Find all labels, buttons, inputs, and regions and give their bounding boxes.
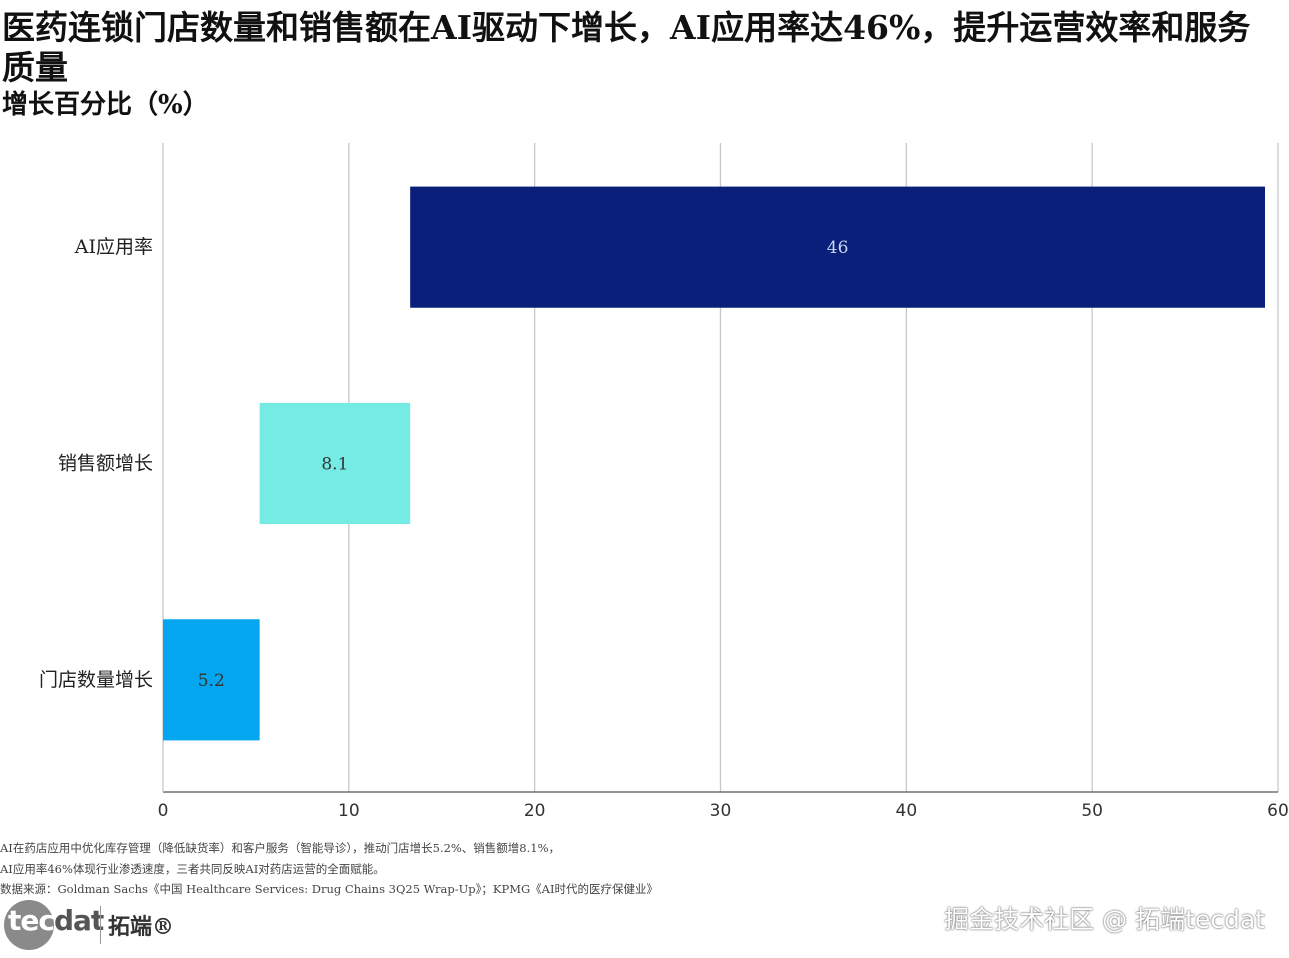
- x-tick-label-1: 10: [338, 801, 360, 821]
- logo-divider: [100, 906, 101, 944]
- bar-chart: 0 10 20 30 40 50 60 46 AI应用率 8.1 销售额增长 5.2 门店数量增长: [39, 143, 1289, 821]
- watermark: 掘金技术社区 @ 拓端tecdat: [944, 905, 1265, 934]
- chart-notes: AI在药店应用中优化库存管理（降低缺货率）和客户服务（智能导诊），推动门店增长5…: [0, 838, 658, 900]
- category-label-1: 销售额增长: [58, 453, 153, 475]
- data-label-1: 8.1: [321, 455, 348, 475]
- source-line: 数据来源：Goldman Sachs《中国 Healthcare Service…: [0, 882, 659, 896]
- bar-0: [410, 186, 1265, 308]
- category-label-0: AI应用率: [74, 236, 153, 258]
- x-tick-label-4: 40: [896, 801, 918, 821]
- logo-circle-icon: [4, 900, 54, 950]
- x-tick-label-0: 0: [158, 801, 169, 821]
- bar-2: [163, 619, 260, 741]
- note-line-1: AI在药店应用中优化库存管理（降低缺货率）和客户服务（智能导诊），推动门店增长5…: [0, 841, 561, 855]
- data-label-0: 46: [827, 238, 849, 258]
- bar-1: [259, 402, 411, 525]
- category-label-2: 门店数量增长: [39, 669, 153, 691]
- x-tick-label-3: 30: [710, 801, 732, 821]
- tecdat-logo: tecdat 拓端®: [4, 898, 204, 950]
- note-line-2: AI应用率46%体现行业渗透速度，三者共同反映AI对药店运营的全面赋能。: [0, 861, 385, 876]
- chart-subtitle: 增长百分比（%）: [2, 90, 209, 120]
- logo-dat: dat: [53, 904, 104, 937]
- x-tick-label-5: 50: [1081, 801, 1103, 821]
- logo-tec: tec: [8, 904, 55, 937]
- x-tick-label-6: 60: [1267, 801, 1289, 821]
- data-label-2: 5.2: [198, 671, 225, 691]
- logo-chinese: 拓端®: [108, 914, 175, 940]
- chart-title: 医药连锁门店数量和销售额在AI驱动下增长，AI应用率达46%，提升运营效率和服务…: [2, 8, 1251, 87]
- x-tick-label-2: 20: [524, 801, 546, 821]
